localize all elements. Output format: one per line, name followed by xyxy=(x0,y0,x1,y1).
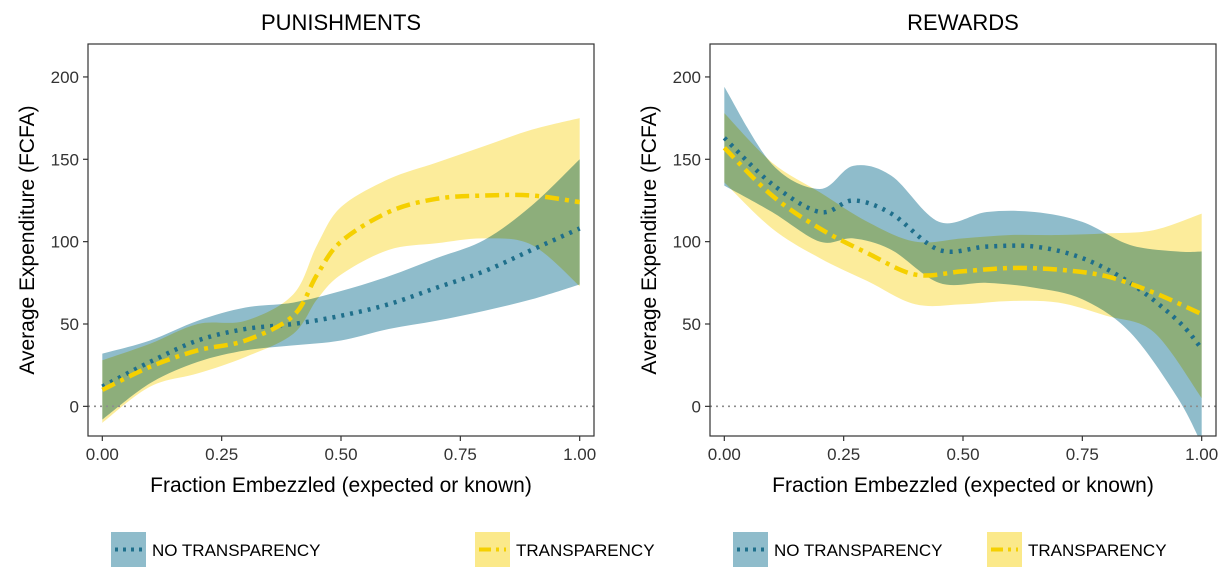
y-axis-title: Average Expenditure (FCFA) xyxy=(638,105,661,374)
x-axis-title: Fraction Embezzled (expected or known) xyxy=(772,474,1154,497)
series-line-no-transparency xyxy=(722,136,1204,351)
legend-label-transparency: TRANSPARENCY xyxy=(516,541,655,560)
legend-label-no-transparency: NO TRANSPARENCY xyxy=(774,541,942,560)
x-tick-label: 0.50 xyxy=(946,445,979,464)
y-tick-label: 50 xyxy=(60,315,79,334)
legend-label-no-transparency: NO TRANSPARENCY xyxy=(152,541,320,560)
x-axis-title: Fraction Embezzled (expected or known) xyxy=(150,474,532,497)
y-tick-label: 0 xyxy=(692,397,701,416)
series-line-no-transparency xyxy=(101,226,581,389)
panel-title: REWARDS xyxy=(907,10,1019,35)
punishments-panel: PUNISHMENTS 0 50 100 150 200 0.00 0.25 0.50 0.75 1… xyxy=(16,10,596,497)
legend-label-transparency: TRANSPARENCY xyxy=(1028,541,1167,560)
rewards-panel: REWARDS 0 50 100 150 200 0.00 0.25 0.50 0.75 1.00 F… xyxy=(638,10,1218,497)
x-tick-label: 0.75 xyxy=(1066,445,1099,464)
x-tick-label: 0.50 xyxy=(324,445,357,464)
x-tick-label: 0.25 xyxy=(205,445,238,464)
panel-title: PUNISHMENTS xyxy=(261,10,421,35)
confidence-band-transparency xyxy=(724,113,1202,399)
x-tick-label: 0.00 xyxy=(708,445,741,464)
x-tick-label: 1.00 xyxy=(563,445,596,464)
y-tick-label: 50 xyxy=(682,315,701,334)
y-axis-title: Average Expenditure (FCFA) xyxy=(16,105,39,374)
rewards-legend: NO TRANSPARENCY TRANSPARENCY xyxy=(733,532,1167,567)
plot-area xyxy=(710,86,1216,436)
plot-area xyxy=(88,118,594,423)
y-tick-label: 0 xyxy=(70,397,79,416)
y-tick-label: 100 xyxy=(51,233,79,252)
y-tick-label: 150 xyxy=(51,150,79,169)
series-line-transparency xyxy=(722,146,1203,317)
y-tick-label: 200 xyxy=(673,68,701,87)
y-tick-label: 200 xyxy=(51,68,79,87)
punishments-legend: NO TRANSPARENCY TRANSPARENCY xyxy=(111,532,655,567)
y-tick-label: 100 xyxy=(673,233,701,252)
x-tick-label: 0.75 xyxy=(444,445,477,464)
x-tick-label: 1.00 xyxy=(1185,445,1218,464)
y-tick-label: 150 xyxy=(673,150,701,169)
x-tick-label: 0.00 xyxy=(86,445,119,464)
series-line-transparency xyxy=(101,192,580,392)
x-tick-label: 0.25 xyxy=(827,445,860,464)
